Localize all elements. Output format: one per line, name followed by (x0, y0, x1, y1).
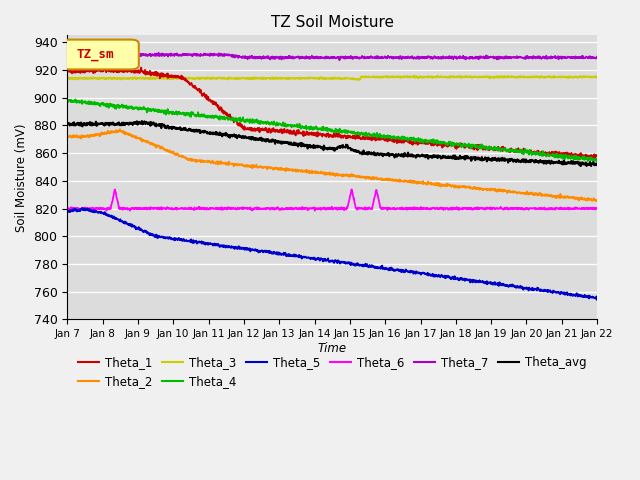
Theta_1 (365, 134, 373, 140)
Theta_3 (300, 75, 307, 81)
Theta_avg (104, 121, 112, 127)
FancyBboxPatch shape (62, 39, 139, 70)
Theta_3 (355, 77, 363, 83)
Line: Theta_1: Theta_1 (67, 67, 597, 159)
Theta_1 (105, 69, 113, 74)
Theta_6 (63, 204, 71, 210)
Theta_6 (311, 208, 319, 214)
Theta_2 (116, 126, 124, 132)
Line: Theta_avg: Theta_avg (67, 121, 597, 166)
Line: Theta_3: Theta_3 (67, 75, 597, 80)
Theta_1 (593, 154, 601, 159)
Line: Theta_7: Theta_7 (67, 53, 597, 60)
Theta_5 (78, 205, 86, 211)
Text: TZ_sm: TZ_sm (77, 48, 115, 61)
Theta_2 (289, 166, 296, 172)
Theta_1 (104, 64, 111, 70)
Theta_5 (126, 221, 134, 227)
Theta_4 (105, 105, 113, 111)
Theta_1 (289, 129, 296, 135)
Title: TZ Soil Moisture: TZ Soil Moisture (271, 15, 394, 30)
Theta_7 (365, 54, 373, 60)
X-axis label: Time: Time (317, 342, 347, 355)
Theta_3 (288, 75, 296, 81)
Theta_5 (593, 295, 601, 301)
Theta_5 (300, 254, 307, 260)
Y-axis label: Soil Moisture (mV): Soil Moisture (mV) (15, 123, 28, 232)
Legend: Theta_1, Theta_2, Theta_3, Theta_4, Theta_5, Theta_6, Theta_7, Theta_avg: Theta_1, Theta_2, Theta_3, Theta_4, Thet… (73, 352, 591, 393)
Theta_5 (63, 209, 71, 215)
Theta_2 (365, 174, 373, 180)
Theta_2 (300, 168, 307, 174)
Theta_3 (308, 75, 316, 81)
Theta_7 (63, 53, 71, 59)
Theta_1 (63, 68, 71, 74)
Theta_2 (63, 133, 71, 139)
Theta_avg (63, 120, 71, 126)
Line: Theta_4: Theta_4 (67, 99, 597, 161)
Theta_4 (72, 96, 79, 102)
Theta_2 (104, 130, 112, 135)
Theta_6 (348, 187, 355, 192)
Theta_2 (126, 132, 134, 137)
Theta_3 (365, 74, 373, 80)
Theta_4 (63, 98, 71, 104)
Theta_4 (300, 125, 307, 131)
Theta_4 (309, 126, 317, 132)
Theta_3 (410, 72, 418, 78)
Theta_3 (126, 76, 134, 82)
Theta_avg (289, 142, 296, 147)
Theta_5 (105, 213, 113, 219)
Theta_avg (309, 143, 317, 149)
Theta_avg (138, 118, 146, 124)
Theta_5 (309, 256, 317, 262)
Theta_4 (126, 104, 134, 109)
Theta_avg (300, 143, 307, 148)
Theta_6 (300, 205, 307, 211)
Line: Theta_6: Theta_6 (67, 190, 597, 211)
Theta_2 (593, 197, 601, 203)
Theta_1 (126, 69, 134, 74)
Theta_7 (289, 54, 296, 60)
Theta_avg (126, 120, 134, 126)
Theta_7 (155, 50, 163, 56)
Theta_avg (588, 163, 595, 169)
Theta_6 (593, 205, 601, 211)
Theta_4 (365, 132, 373, 138)
Theta_7 (300, 55, 307, 61)
Theta_avg (593, 162, 601, 168)
Line: Theta_5: Theta_5 (67, 208, 597, 300)
Theta_1 (300, 133, 307, 139)
Line: Theta_2: Theta_2 (67, 129, 597, 201)
Theta_1 (309, 132, 317, 137)
Theta_4 (289, 122, 296, 128)
Theta_5 (365, 263, 373, 269)
Theta_7 (126, 53, 134, 59)
Theta_6 (104, 205, 112, 211)
Theta_7 (593, 55, 601, 60)
Theta_6 (288, 206, 296, 212)
Theta_avg (365, 150, 373, 156)
Theta_6 (365, 205, 373, 211)
Theta_6 (308, 205, 316, 211)
Theta_5 (593, 297, 600, 303)
Theta_1 (589, 156, 596, 162)
Theta_6 (126, 208, 134, 214)
Theta_7 (104, 52, 112, 58)
Theta_4 (593, 158, 601, 164)
Theta_3 (593, 74, 601, 80)
Theta_3 (63, 76, 71, 82)
Theta_3 (104, 75, 112, 81)
Theta_7 (335, 57, 343, 63)
Theta_5 (289, 253, 296, 259)
Theta_7 (309, 55, 317, 61)
Theta_2 (593, 198, 600, 204)
Theta_2 (309, 170, 317, 176)
